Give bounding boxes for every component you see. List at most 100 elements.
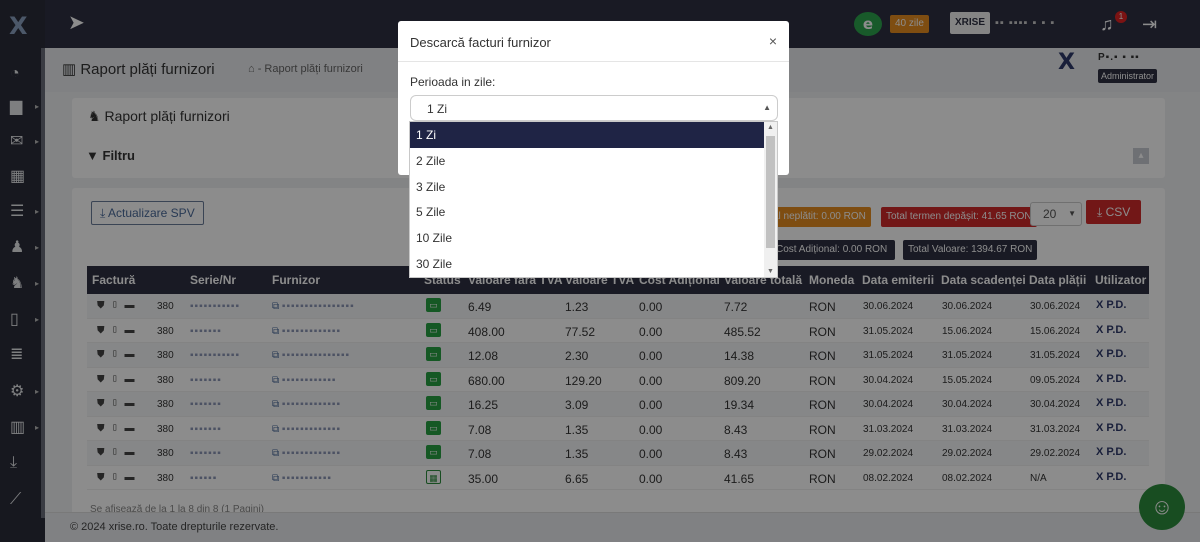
file-icon[interactable]: ▯ [110,422,125,434]
col-payment-date[interactable]: Data plății [1029,273,1087,287]
sidebar-scrollbar[interactable] [41,48,45,518]
series-number[interactable]: ▪▪▪▪▪▪▪▪▪▪▪ [190,301,240,312]
xrise-logo[interactable]: XRISE [950,12,990,34]
period-option[interactable]: 30 Zile [416,257,453,271]
server-icon[interactable]: ≣ [10,346,24,363]
supplier-link[interactable]: ⧉ ▪▪▪▪▪▪▪▪▪▪▪▪▪ [272,326,341,337]
archive-icon[interactable]: ▬ [124,300,141,311]
series-number[interactable]: ▪▪▪▪▪▪▪▪▪▪▪ [190,350,240,361]
col-invoice[interactable]: Factură [92,273,136,287]
file-icon[interactable]: ▯ [110,324,125,336]
dashboard-icon[interactable]: ◔ [10,65,20,82]
shield-icon[interactable]: ⛊ [97,373,111,385]
shield-icon[interactable]: ⛊ [97,422,111,434]
logout-icon[interactable]: ⇥ [1142,14,1158,34]
shield-icon[interactable]: ⛊ [97,398,111,409]
series-number[interactable]: ▪▪▪▪▪▪▪ [190,423,222,435]
col-due-date[interactable]: Data scadenței [941,273,1026,287]
period-option[interactable]: 1 Zi [410,122,766,148]
shield-icon[interactable]: ⛊ [97,349,111,360]
breadcrumb[interactable]: ⌂ - Raport plăți furnizori [248,63,363,75]
add-user-icon[interactable]: ♟ ▸ [10,239,40,256]
support-chat-icon[interactable]: ☺ [1139,484,1185,530]
per-page-select[interactable]: 20 ▼ [1030,202,1082,226]
dropdown-scroll-thumb[interactable] [766,136,775,248]
file-icon[interactable]: ▯ [110,471,125,483]
list-icon[interactable]: ☰ ▸ [10,203,40,220]
period-option[interactable]: 2 Zile [416,153,446,168]
col-user[interactable]: Utilizator [1095,273,1147,287]
app-logo-icon[interactable]: X [9,12,28,40]
money-icon[interactable]: ▭ [426,322,441,337]
period-option[interactable]: 5 Zile [416,205,446,220]
series-number[interactable]: ▪▪▪▪▪▪▪ [190,374,222,386]
file-icon[interactable]: ▯ [110,300,125,311]
money-icon[interactable]: ▭ [426,396,441,410]
archive-icon[interactable]: ▬ [124,324,141,336]
paper-plane-icon[interactable]: ➤ [68,12,85,34]
file-icon[interactable]: ▯ [110,349,125,360]
money-icon[interactable]: ▭ [426,298,441,312]
company-name[interactable]: ▪▪ ▪▪▪▪ ▪ ▪ ▪ [995,17,1056,29]
calendar-icon[interactable]: ▦ [426,469,441,484]
mail-icon[interactable]: ✉ ▸ [10,133,40,150]
shield-icon[interactable]: ⛊ [97,324,111,336]
file-icon[interactable]: ▯ [110,398,125,409]
series-number[interactable]: ▪▪▪▪▪▪▪ [190,325,222,337]
series-number[interactable]: ▪▪▪▪▪▪▪ [190,448,222,459]
efactura-icon[interactable]: e [854,12,882,36]
dropdown-scrollbar[interactable]: ▲ ▼ [764,122,777,277]
archive-icon[interactable]: ▬ [124,373,141,385]
scroll-down-icon[interactable]: ▼ [767,268,774,275]
supplier-link[interactable]: ⧉ ▪▪▪▪▪▪▪▪▪▪▪▪▪ [272,399,341,410]
money-icon[interactable]: ▭ [426,371,441,386]
sidebar: X ◔ ▆ ▸ ✉ ▸ ▦ ☰ ▸ ♟ ▸ ♞ ▸ ▯ ▸ ≣ ⚙ ▸ ▥ ▸ ⤓ ⟋ [0,0,45,542]
filter-toggle[interactable]: ▼ Filtru [86,148,135,163]
bell-icon[interactable]: ♫ [1100,14,1114,34]
supplier-link[interactable]: ⧉ ▪▪▪▪▪▪▪▪▪▪▪▪▪ [272,448,341,459]
period-option[interactable]: 3 Zile [416,179,446,194]
col-issue-date[interactable]: Data emiterii [862,273,935,287]
archive-icon[interactable]: ▬ [124,422,141,434]
subscription-days-badge[interactable]: 40 zile [890,15,929,33]
period-option[interactable]: 10 Zile [416,231,453,246]
shield-icon[interactable]: ⛊ [97,300,111,311]
series-number[interactable]: ▪▪▪▪▪▪▪ [190,399,222,410]
users-icon[interactable]: ♞ ▸ [10,275,40,292]
line-chart-icon[interactable]: ⟋ [10,491,22,508]
archive-icon[interactable]: ▬ [124,398,141,409]
archive-icon[interactable]: ▬ [124,447,141,458]
tablet-icon[interactable]: ▯ ▸ [10,311,40,328]
csv-button[interactable]: ⤓ CSV [1086,200,1142,224]
avatar[interactable]: X [1058,50,1075,75]
calendar-icon[interactable]: ▦ [10,168,26,185]
supplier-link[interactable]: ⧉ ▪▪▪▪▪▪▪▪▪▪▪ [272,473,332,484]
bar-chart-icon[interactable]: ▥ ▸ [10,419,40,436]
cogs-icon[interactable]: ⚙ ▸ [10,383,40,400]
series-number[interactable]: ▪▪▪▪▪▪ [190,472,218,484]
money-icon[interactable]: ▭ [426,420,441,435]
download-icon[interactable]: ⤓ [10,454,18,471]
archive-icon[interactable]: ▬ [124,471,141,483]
period-select[interactable]: 1 Zi ▲ [410,95,778,121]
col-supplier[interactable]: Furnizor [272,273,320,287]
money-icon[interactable]: ▭ [426,347,441,361]
file-icon[interactable]: ▯ [110,447,125,458]
supplier-link[interactable]: ⧉ ▪▪▪▪▪▪▪▪▪▪▪▪▪▪▪ [272,350,350,361]
scroll-up-icon[interactable]: ▲ [767,124,774,131]
supplier-link[interactable]: ⧉ ▪▪▪▪▪▪▪▪▪▪▪▪ [272,375,336,386]
col-series[interactable]: Serie/Nr [190,273,237,287]
update-spv-button[interactable]: ⤓ Actualizare SPV [91,201,204,225]
supplier-link[interactable]: ⧉ ▪▪▪▪▪▪▪▪▪▪▪▪▪ [272,424,341,435]
shield-icon[interactable]: ⛊ [97,447,111,458]
col-currency[interactable]: Moneda [809,273,855,287]
briefcase-icon[interactable]: ▆ ▸ [10,98,40,115]
shield-icon[interactable]: ⛊ [97,471,111,483]
close-icon[interactable]: × [768,33,777,49]
money-icon[interactable]: ▭ [426,445,441,459]
collapse-button[interactable]: ▴ [1133,148,1149,164]
supplier-link[interactable]: ⧉ ▪▪▪▪▪▪▪▪▪▪▪▪▪▪▪▪ [272,301,355,312]
file-icon[interactable]: ▯ [110,373,125,385]
archive-icon[interactable]: ▬ [124,349,141,360]
user-name[interactable]: P▪.▪ ▪ ▪▪ [1098,52,1140,63]
